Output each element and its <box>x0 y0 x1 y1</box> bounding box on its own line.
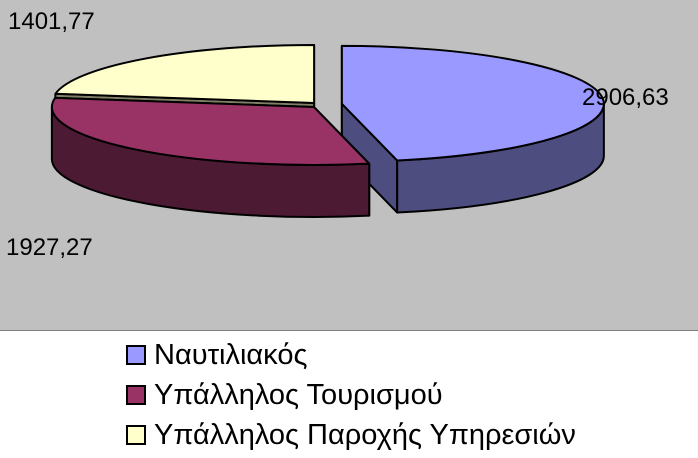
legend-item-nautiliakos: Ναυτιλιακός <box>122 335 698 375</box>
legend-item-ypallilos-paroxis: Υπάλληλος Παροχής Υπηρεσιών <box>122 415 698 455</box>
legend-label-ypallilos-tourismou: Υπάλληλος Τουρισμού <box>154 378 443 411</box>
legend-label-ypallilos-paroxis: Υπάλληλος Παροχής Υπηρεσιών <box>154 418 576 451</box>
chart-plot-area: 2906,63 1927,27 1401,77 <box>0 0 698 331</box>
legend-item-ypallilos-tourismou: Υπάλληλος Τουρισμού <box>122 375 698 415</box>
data-label-ypallilos-paroxis: 1401,77 <box>8 8 95 35</box>
pie-chart <box>50 43 605 218</box>
slice-ypallilos-tourismou <box>50 96 371 218</box>
chart-legend: Ναυτιλιακός Υπάλληλος Τουρισμού Υπάλληλο… <box>122 335 698 455</box>
slice-nautiliakos <box>340 44 605 214</box>
legend-label-nautiliakos: Ναυτιλιακός <box>154 338 308 371</box>
data-label-nautiliakos: 2906,63 <box>582 84 669 111</box>
legend-swatch-ypallilos-paroxis <box>126 425 146 445</box>
data-label-ypallilos-tourismou: 1927,27 <box>6 234 93 261</box>
legend-swatch-ypallilos-tourismou <box>126 385 146 405</box>
legend-swatch-nautiliakos <box>126 345 146 365</box>
